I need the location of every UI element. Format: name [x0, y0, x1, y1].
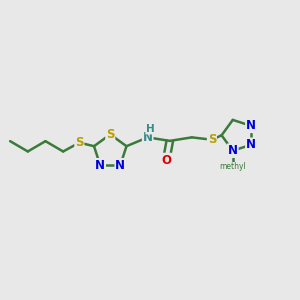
Text: N: N	[228, 144, 238, 157]
Text: S: S	[106, 128, 115, 141]
Text: N: N	[246, 138, 256, 151]
Text: N: N	[246, 119, 256, 132]
Text: O: O	[161, 154, 171, 166]
Text: N: N	[95, 159, 105, 172]
Text: H: H	[146, 124, 154, 134]
Text: S: S	[208, 133, 216, 146]
Text: N: N	[143, 131, 153, 144]
Text: S: S	[75, 136, 84, 149]
Text: N: N	[115, 159, 125, 172]
Text: methyl: methyl	[219, 162, 246, 171]
